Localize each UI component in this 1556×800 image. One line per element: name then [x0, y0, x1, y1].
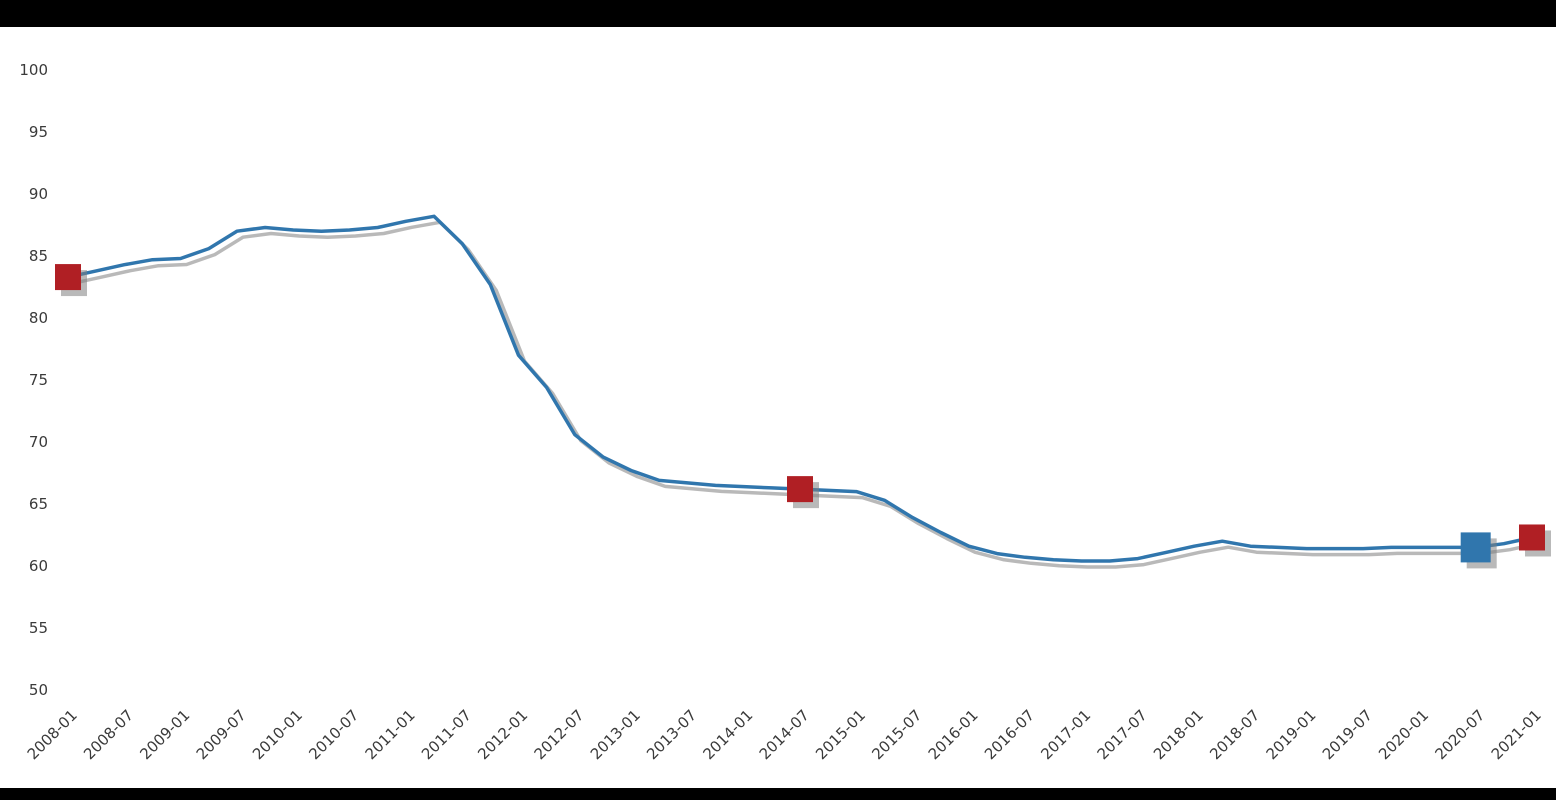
top-black-bar [0, 0, 1556, 27]
x-tick-label: 2014-07 [756, 706, 813, 763]
y-tick-label: 55 [29, 619, 48, 637]
x-tick-label: 2010-07 [305, 706, 362, 763]
x-tick-label: 2011-07 [418, 706, 475, 763]
y-tick-label: 80 [29, 309, 48, 327]
x-tick-label: 2010-01 [249, 706, 306, 763]
x-tick-label: 2020-01 [1375, 706, 1432, 763]
x-tick-label: 2008-01 [24, 706, 81, 763]
x-tick-label: 2020-07 [1431, 706, 1488, 763]
x-tick-label: 2015-07 [868, 706, 925, 763]
y-tick-label: 85 [29, 247, 48, 265]
x-tick-label: 2009-07 [193, 706, 250, 763]
x-tick-label: 2009-01 [136, 706, 193, 763]
y-tick-label: 50 [29, 681, 48, 699]
data-marker [1460, 532, 1491, 563]
x-tick-label: 2021-01 [1488, 706, 1545, 763]
y-tick-label: 75 [29, 371, 48, 389]
y-tick-label: 65 [29, 495, 48, 513]
x-tick-label: 2018-01 [1150, 706, 1207, 763]
x-tick-label: 2012-01 [474, 706, 531, 763]
y-tick-label: 60 [29, 557, 48, 575]
x-tick-label: 2012-07 [531, 706, 588, 763]
x-tick-label: 2014-01 [699, 706, 756, 763]
data-marker [1519, 524, 1545, 551]
x-tick-label: 2016-07 [981, 706, 1038, 763]
data-marker [787, 476, 813, 503]
x-tick-label: 2018-07 [1206, 706, 1263, 763]
x-tick-label: 2019-01 [1263, 706, 1320, 763]
x-tick-label: 2013-07 [643, 706, 700, 763]
bottom-black-bar [0, 788, 1556, 800]
y-tick-label: 100 [19, 61, 48, 79]
series-line-shadow [72, 220, 1540, 569]
x-tick-label: 2017-01 [1037, 706, 1094, 763]
x-tick-label: 2008-07 [80, 706, 137, 763]
x-tick-label: 2019-07 [1319, 706, 1376, 763]
y-tick-label: 70 [29, 433, 48, 451]
x-tick-label: 2011-01 [362, 706, 419, 763]
data-marker [55, 264, 81, 291]
x-tick-label: 2017-07 [1094, 706, 1151, 763]
x-tick-label: 2013-01 [587, 706, 644, 763]
x-tick-label: 2016-01 [925, 706, 982, 763]
series-line [66, 214, 1534, 563]
y-tick-label: 95 [29, 123, 48, 141]
x-tick-label: 2015-01 [812, 706, 869, 763]
y-tick-label: 90 [29, 185, 48, 203]
